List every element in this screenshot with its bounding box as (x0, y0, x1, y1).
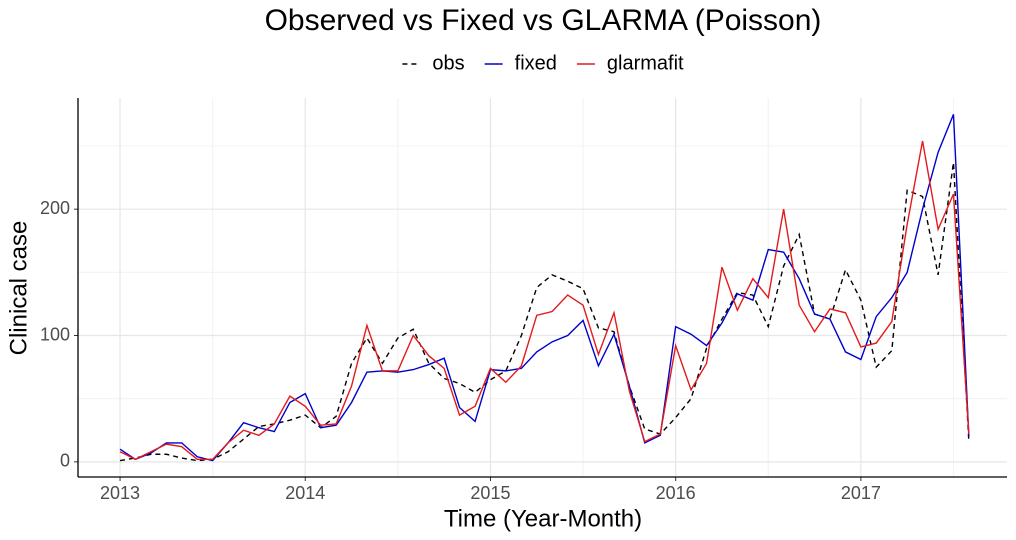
y-tick-label: 0 (60, 451, 70, 471)
x-tick-label: 2016 (656, 483, 696, 503)
x-tick-label: 2014 (285, 483, 325, 503)
legend-label: glarmafit (607, 52, 684, 74)
series-line (119, 140, 970, 461)
legend-item: fixed (484, 52, 557, 74)
x-tick-label: 2017 (841, 483, 881, 503)
plot-area (119, 114, 970, 462)
legend-item: glarmafit (576, 52, 684, 74)
series-line (119, 162, 970, 462)
chart-title: Observed vs Fixed vs GLARMA (Poisson) (265, 4, 822, 37)
x-tick-label: 2013 (100, 483, 140, 503)
series-line (119, 114, 970, 462)
x-axis-title: Time (Year-Month) (444, 505, 642, 532)
legend-label: obs (432, 52, 464, 74)
legend-label: fixed (515, 52, 557, 74)
x-tick-label: 2015 (470, 483, 510, 503)
legend-item: obs (402, 52, 465, 74)
y-axis-title: Clinical case (5, 221, 32, 356)
grid: 0 100 200 2013 2014 2015 2016 2017 (40, 98, 1007, 503)
y-tick-label: 100 (40, 324, 70, 344)
y-tick-label: 200 (40, 198, 70, 218)
legend: obs fixed glarmafit (402, 52, 684, 74)
